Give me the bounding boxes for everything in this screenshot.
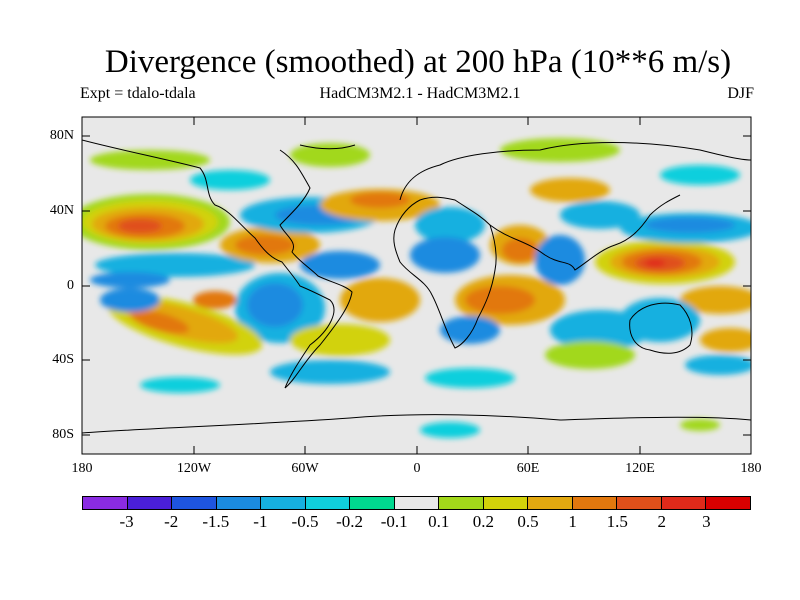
field-patch — [190, 170, 270, 190]
axis-ticks — [82, 117, 751, 454]
colorbar-swatch — [706, 497, 750, 509]
colorbar-label: -0.1 — [380, 512, 408, 531]
lat-label: 40S — [52, 352, 74, 367]
field-patch — [415, 207, 485, 243]
colorbar-swatch — [439, 497, 484, 509]
colorbar-label: -0.5 — [291, 512, 319, 531]
colorbar-swatch — [661, 497, 707, 509]
field-patch — [90, 272, 170, 288]
divergence-field — [82, 138, 751, 438]
colorbar-label: -0.2 — [336, 512, 364, 531]
field-patch — [685, 355, 751, 375]
colorbar-label: -3 — [119, 512, 134, 531]
field-patch — [660, 165, 740, 185]
experiment-label: Expt = tdalo-tdala — [80, 85, 196, 102]
lon-label: 0 — [413, 461, 421, 476]
australia-coast — [629, 302, 693, 354]
colorbar-label: -1.5 — [202, 512, 230, 531]
field-patch — [235, 235, 295, 255]
eurasia-north-coast — [399, 142, 751, 201]
colorbar-swatch — [261, 497, 306, 509]
field-patch — [300, 251, 380, 279]
lon-label: 60W — [291, 461, 319, 476]
field-patch — [420, 422, 480, 438]
colorbar — [82, 496, 751, 510]
colorbar-swatch — [305, 497, 351, 509]
field-patch — [440, 316, 500, 344]
field-patch — [680, 419, 720, 431]
americas-east-coast — [279, 149, 353, 389]
colorbar-swatch — [617, 497, 662, 509]
field-patch — [680, 286, 751, 314]
colorbar-swatch — [572, 497, 618, 509]
asia-south-coast — [489, 194, 681, 271]
colorbar-swatch — [528, 497, 573, 509]
field-patch — [620, 298, 700, 342]
map-background — [82, 117, 751, 454]
colorbar-swatch — [172, 497, 217, 509]
antarctica-coast — [82, 414, 751, 434]
field-patch — [247, 283, 303, 327]
season-label: DJF — [727, 85, 754, 102]
colorbar-label: 0.1 — [428, 512, 450, 531]
field-patch — [290, 324, 390, 356]
field-patch — [95, 253, 255, 277]
field-patch — [350, 192, 410, 208]
field-patch — [100, 288, 160, 312]
colorbar-swatch — [394, 497, 440, 509]
colorbar-label: -1 — [253, 512, 268, 531]
field-patch — [535, 235, 585, 285]
field-patch — [425, 368, 515, 388]
field-patch — [130, 310, 190, 334]
lon-label: 180 — [740, 461, 762, 476]
colorbar-label: 3 — [702, 512, 711, 531]
field-patch — [645, 259, 665, 267]
lat-label: 80N — [49, 128, 74, 143]
coastlines — [82, 139, 751, 434]
field-patch — [545, 341, 635, 369]
field-patch — [118, 219, 162, 233]
lat-label: 40N — [49, 203, 74, 218]
colorbar-swatch — [216, 497, 262, 509]
colorbar-label: 0.5 — [517, 512, 539, 531]
field-patch — [410, 237, 480, 273]
field-patch — [290, 143, 370, 167]
field-patch — [465, 286, 535, 314]
colorbar-swatch — [127, 497, 173, 509]
field-patch — [500, 138, 620, 162]
field-patch — [340, 278, 420, 322]
colorbar-label: 2 — [657, 512, 667, 531]
map-title: Divergence (smoothed) at 200 hPa (10**6 … — [104, 44, 732, 80]
lat-label: 80S — [52, 427, 74, 442]
model-label: HadCM3M2.1 - HadCM3M2.1 — [319, 85, 521, 102]
lon-label: 120E — [625, 461, 655, 476]
colorbar-label: 0.2 — [472, 512, 495, 531]
colorbar-swatch — [83, 497, 128, 509]
field-patch — [502, 238, 538, 262]
field-patch — [700, 328, 751, 352]
colorbar-label: 1.5 — [606, 512, 628, 531]
greenland-coast — [299, 144, 356, 150]
colorbar-swatch — [350, 497, 395, 509]
field-patch — [193, 291, 237, 309]
field-patch — [90, 150, 210, 170]
americas-west-coast — [82, 139, 335, 389]
lat-label: 0 — [67, 278, 74, 293]
field-patch — [270, 360, 390, 384]
field-patch — [530, 178, 610, 202]
lon-label: 180 — [71, 461, 93, 476]
colorbar-label: -2 — [164, 512, 179, 531]
colorbar-swatch — [483, 497, 529, 509]
field-patch — [645, 217, 735, 233]
lon-label: 60E — [516, 461, 540, 476]
africa-coast — [393, 196, 497, 349]
field-patch — [560, 201, 640, 229]
colorbar-label: 1 — [568, 512, 577, 531]
lon-label: 120W — [176, 461, 212, 476]
field-patch — [140, 377, 220, 393]
